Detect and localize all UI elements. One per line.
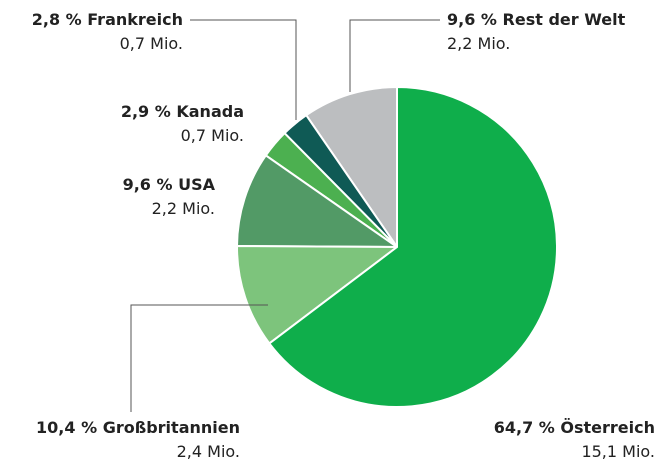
- count-text: 2,2 Mio.: [447, 34, 510, 53]
- count-text: 0,7 Mio.: [120, 34, 183, 53]
- category-label: Rest der Welt: [503, 10, 626, 29]
- count-label: 2,4 Mio.: [177, 442, 240, 461]
- value-label: 2,8 %: [32, 10, 82, 29]
- value-label: 2,9 %: [121, 102, 171, 121]
- category-label: Frankreich: [87, 10, 183, 29]
- count-label: 2,2 Mio.: [152, 199, 215, 218]
- count-text: 2,2 Mio.: [152, 199, 215, 218]
- value-label: 10,4 %: [36, 418, 97, 437]
- leader-line: [190, 19, 297, 120]
- slice-label: 2,9 % Kanada: [121, 102, 244, 121]
- slice-label: 9,6 % Rest der Welt: [447, 10, 626, 29]
- category-label: Großbritannien: [103, 418, 240, 437]
- slice-label: 64,7 % Österreich: [494, 418, 655, 437]
- pie-slice: [236, 244, 400, 345]
- slice-label: 9,6 % USA: [123, 175, 216, 194]
- count-text: 2,4 Mio.: [177, 442, 240, 461]
- category-label: Österreich: [560, 418, 655, 437]
- count-label: 0,7 Mio.: [120, 34, 183, 53]
- pie-slice: [304, 85, 398, 251]
- slice-label: 10,4 % Großbritannien: [36, 418, 240, 437]
- count-text: 15,1 Mio.: [581, 442, 655, 461]
- count-text: 0,7 Mio.: [181, 126, 244, 145]
- slice-label: 2,8 % Frankreich: [32, 10, 183, 29]
- count-label: 0,7 Mio.: [181, 126, 244, 145]
- count-label: 2,2 Mio.: [447, 34, 510, 53]
- count-label: 15,1 Mio.: [581, 442, 655, 461]
- pie-slice: [235, 154, 401, 249]
- value-label: 9,6 %: [123, 175, 173, 194]
- category-label: Kanada: [176, 102, 244, 121]
- leader-line: [349, 19, 440, 92]
- category-label: USA: [178, 175, 216, 194]
- value-label: 64,7 %: [494, 418, 555, 437]
- value-label: 9,6 %: [447, 10, 497, 29]
- pie-slice: [267, 85, 558, 408]
- leader-line: [130, 304, 268, 412]
